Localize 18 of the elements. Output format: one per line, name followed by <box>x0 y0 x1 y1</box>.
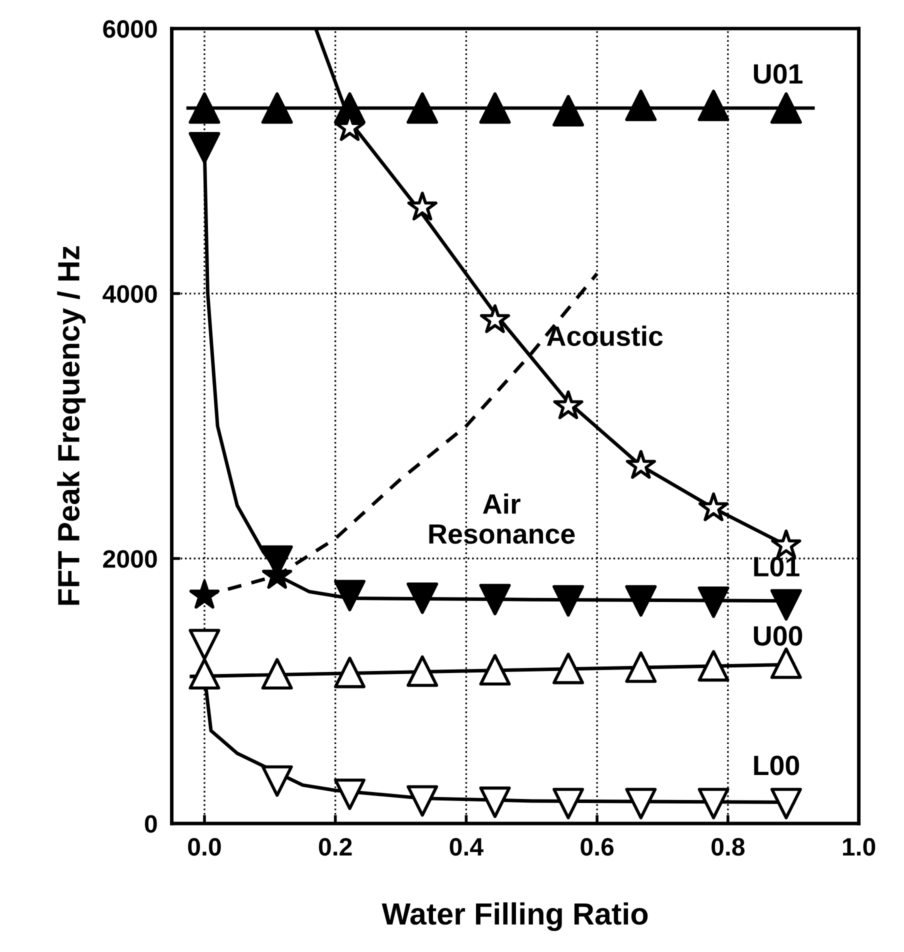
x-tick-label: 0.6 <box>580 838 614 856</box>
x-tick-label: 1.0 <box>843 838 876 856</box>
annotation: L01 <box>754 556 800 577</box>
x-tick-label: 0.0 <box>188 838 221 856</box>
y-axis-title: FFT Peak Frequency / Hz <box>57 246 86 605</box>
y-tick-label: 4000 <box>102 285 157 303</box>
annotation: L00 <box>754 756 800 776</box>
annotation: U01 <box>754 64 802 84</box>
x-tick-label: 0.4 <box>450 838 484 856</box>
annotation: Air Resonance <box>429 494 575 544</box>
y-tick-label: 6000 <box>103 20 157 38</box>
annotation: Acoustic <box>546 326 663 346</box>
x-tick-label: 0.2 <box>318 838 352 856</box>
y-tick-label: 0 <box>144 815 157 833</box>
y-tick-label: 2000 <box>103 550 157 568</box>
x-axis-title: Water Filling Ratio <box>382 902 648 931</box>
x-tick-label: 0.8 <box>712 838 745 856</box>
annotation: U00 <box>754 626 802 646</box>
